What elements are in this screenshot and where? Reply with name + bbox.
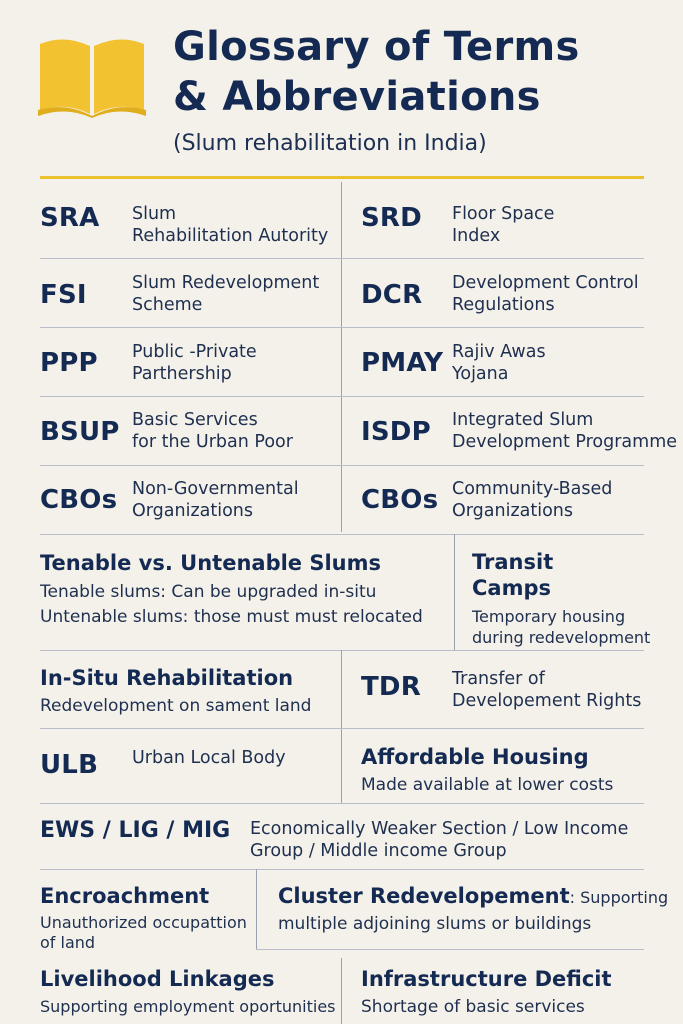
- row-divider: [40, 396, 644, 397]
- livelihood-definition: Supporting employment oportunities: [40, 997, 336, 1016]
- term-definition: Public -Private Parthership: [132, 342, 257, 384]
- term-abbr: DCR: [361, 280, 423, 310]
- cluster-heading-row: Cluster Redevelopement: Supporting: [278, 884, 668, 908]
- row-divider: [40, 258, 644, 259]
- infrastructure-heading: Infrastructure Deficit: [361, 967, 612, 991]
- term-definition: Floor Space Index: [452, 204, 555, 246]
- transit-heading: Transit Camps: [472, 550, 554, 600]
- row-divider: [256, 949, 644, 950]
- open-book-icon: [36, 34, 148, 118]
- transit-definition: Temporary housing during redevelopment: [472, 607, 651, 647]
- term-definition: Development Control Regulations: [452, 273, 639, 315]
- term-abbr: TDR: [361, 672, 421, 702]
- term-definition: Slum Rehabilitation Autority: [132, 204, 329, 246]
- row-divider: [40, 869, 644, 870]
- row-divider: [40, 465, 644, 466]
- column-divider: [341, 958, 342, 1024]
- row-divider: [40, 728, 644, 729]
- row-divider: [40, 534, 644, 535]
- row-divider: [40, 803, 644, 804]
- page-title-line1: Glossary of Terms: [173, 24, 580, 70]
- term-definition: Community-Based Organizations: [452, 479, 613, 521]
- ews-abbr: EWS / LIG / MIG: [40, 818, 231, 843]
- term-definition: Rajiv Awas Yojana: [452, 342, 546, 384]
- term-definition: Urban Local Body: [132, 748, 286, 768]
- ews-definition: Economically Weaker Section / Low Income…: [250, 819, 629, 861]
- term-abbr: ULB: [40, 750, 99, 780]
- term-definition: Basic Services for the Urban Poor: [132, 410, 293, 452]
- page-subtitle: (Slum rehabilitation in India): [173, 131, 487, 156]
- term-abbr: SRD: [361, 203, 422, 233]
- term-definition: Slum Redevelopment Scheme: [132, 273, 320, 315]
- column-divider: [341, 182, 342, 532]
- tenable-line: Tenable slums: Can be upgraded in-situ: [40, 582, 377, 602]
- cluster-definition: multiple adjoining slums or buildings: [278, 914, 592, 934]
- term-abbr: SRA: [40, 203, 100, 233]
- header-divider: [40, 176, 644, 179]
- cluster-heading: Cluster Redevelopement: [278, 884, 570, 908]
- column-divider: [256, 869, 257, 949]
- row-divider: [40, 650, 644, 651]
- affordable-heading: Affordable Housing: [361, 745, 589, 769]
- term-abbr: CBOs: [361, 485, 439, 515]
- insitu-heading: In-Situ Rehabilitation: [40, 666, 294, 690]
- term-abbr: PMAY: [361, 348, 444, 378]
- insitu-definition: Redevelopment on sament land: [40, 696, 312, 716]
- column-divider: [341, 650, 342, 803]
- term-definition: Integrated Slum Development Programme: [452, 410, 678, 452]
- term-abbr: PPP: [40, 348, 98, 378]
- term-abbr: FSI: [40, 280, 87, 310]
- encroachment-definition: Unauthorized occupattion of land: [40, 913, 247, 952]
- cluster-inline-definition: : Supporting: [569, 888, 669, 907]
- livelihood-heading: Livelihood Linkages: [40, 967, 275, 991]
- tenable-heading: Tenable vs. Untenable Slums: [40, 551, 382, 575]
- term-definition: Non-Governmental Organizations: [132, 479, 299, 521]
- encroachment-heading: Encroachment: [40, 884, 210, 908]
- page-title-line2: & Abbreviations: [173, 74, 541, 120]
- column-divider: [454, 534, 455, 650]
- row-divider: [40, 327, 644, 328]
- infrastructure-definition: Shortage of basic services: [361, 997, 585, 1017]
- term-definition: Transfer of Developement Rights: [452, 669, 642, 711]
- affordable-definition: Made available at lower costs: [361, 775, 614, 795]
- term-abbr: CBOs: [40, 485, 118, 515]
- term-abbr: ISDP: [361, 417, 431, 447]
- term-abbr: BSUP: [40, 417, 120, 447]
- untenable-line: Untenable slums: those must must relocat…: [40, 607, 423, 627]
